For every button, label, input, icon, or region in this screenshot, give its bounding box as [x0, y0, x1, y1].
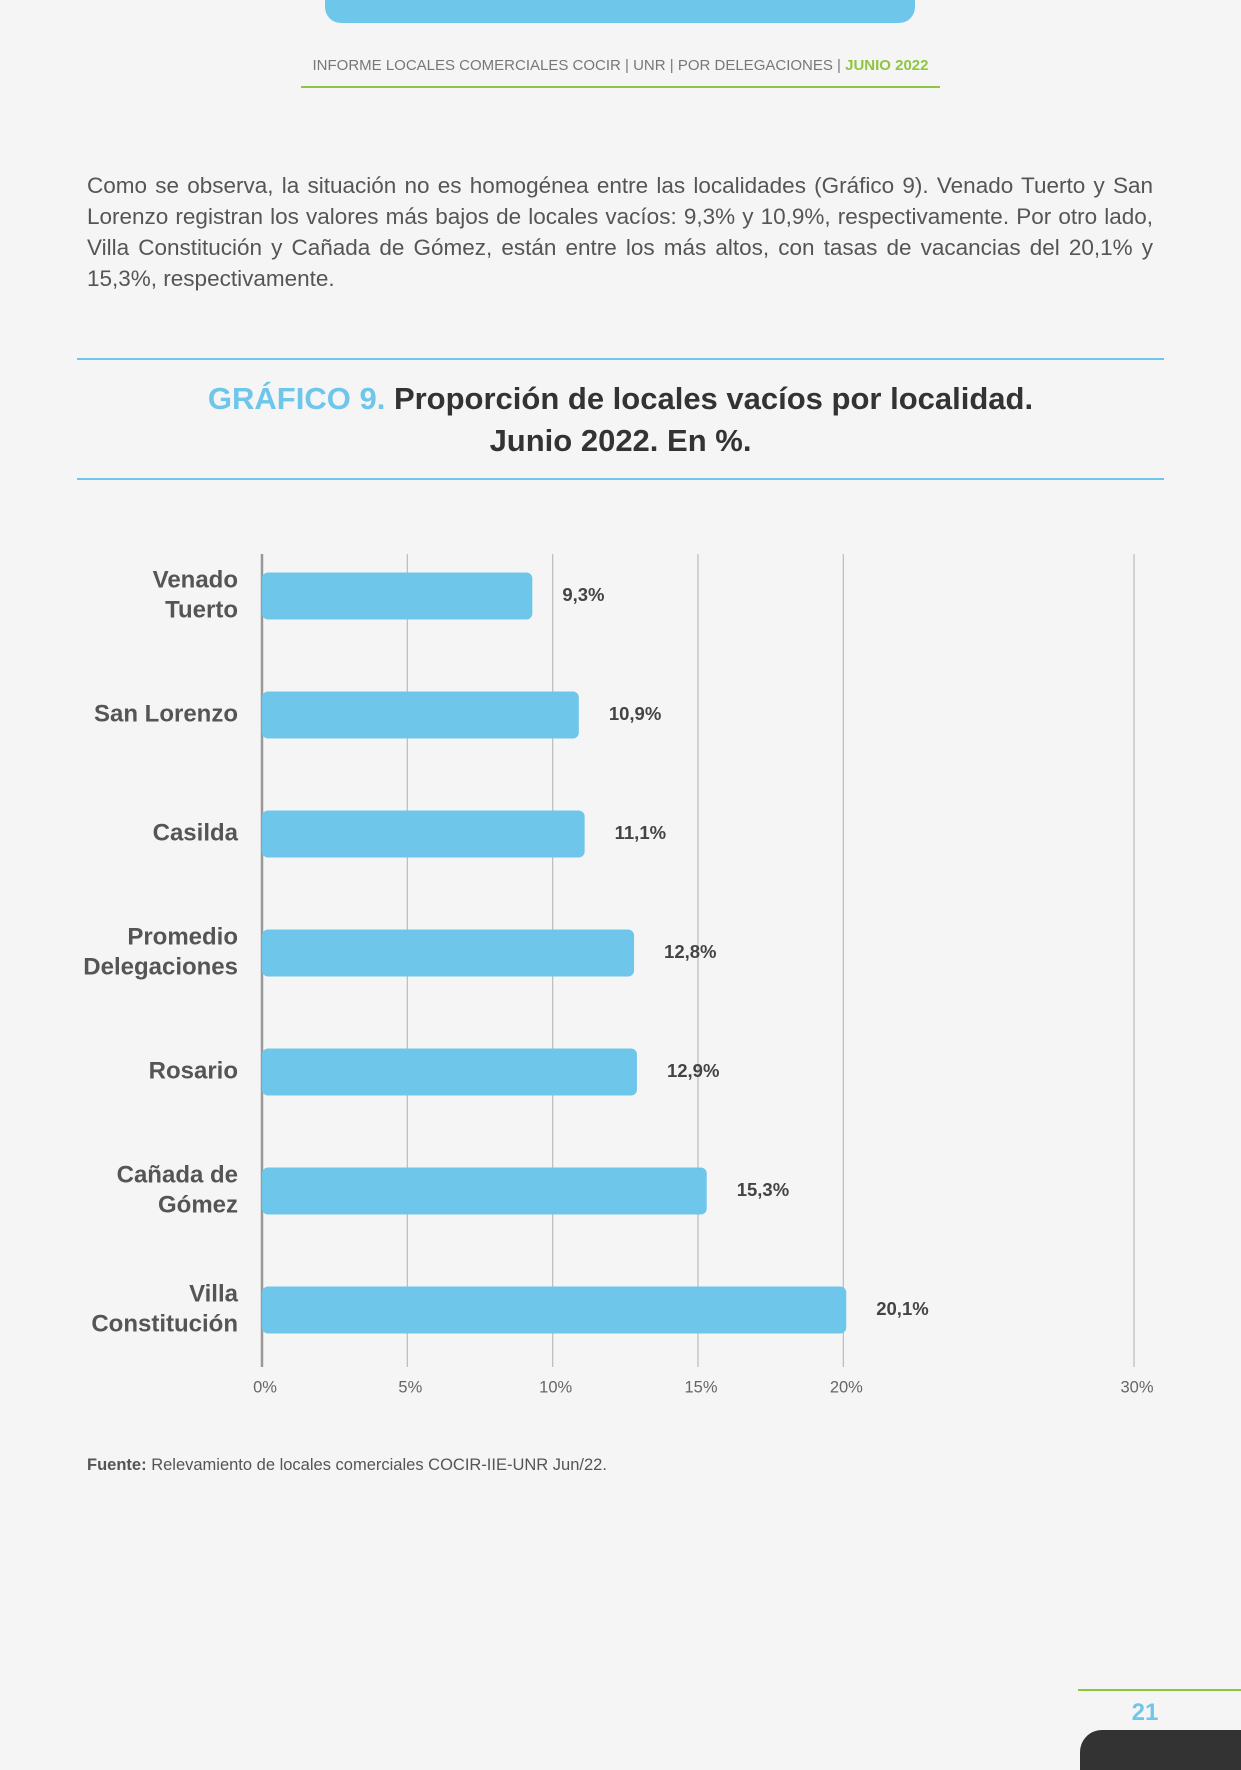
bar — [262, 1167, 707, 1215]
value-label: 12,9% — [667, 1060, 719, 1081]
x-tick-label: 10% — [539, 1378, 572, 1396]
value-label: 11,1% — [615, 822, 666, 843]
top-bar — [325, 0, 915, 23]
bar — [262, 572, 533, 620]
chart: 0% 5% 10% 15% 20% 30% Venado Tuerto 9,3% San Lore… — [83, 554, 1154, 1396]
category-label: Delegaciones — [83, 953, 238, 980]
title-rule — [77, 478, 1164, 480]
category-label: Villa — [189, 1280, 239, 1307]
title-line: Junio 2022. En %. — [489, 423, 752, 458]
title-label: GRÁFICO 9. — [207, 381, 386, 416]
chart-title: GRÁFICO 9. Proporción de locales vacíos … — [0, 378, 1241, 462]
category-label: Venado — [153, 566, 238, 593]
header-text: INFORME LOCALES COMERCIALES COCIR | UNR … — [312, 57, 841, 74]
category-label: Promedio — [127, 923, 238, 950]
source-label: Fuente: — [87, 1456, 147, 1474]
paragraph: Como se observa, la situación no es homo… — [87, 173, 1153, 291]
footer-corner — [1080, 1730, 1241, 1770]
title-line: Proporción de locales vacíos por localid… — [393, 381, 1034, 416]
category-label: Rosario — [149, 1057, 238, 1084]
bar — [262, 1286, 847, 1334]
bar — [262, 1048, 637, 1096]
page-number: 21 — [1131, 1699, 1159, 1726]
value-label: 9,3% — [562, 584, 604, 605]
bar — [262, 929, 635, 977]
category-label: Tuerto — [165, 596, 238, 623]
header-rule — [301, 86, 940, 88]
source-text: Relevamiento de locales comerciales COCI… — [151, 1456, 607, 1474]
x-tick-label: 20% — [830, 1378, 863, 1396]
source: Fuente: Relevamiento de locales comercia… — [87, 1456, 607, 1475]
category-label: Gómez — [158, 1191, 238, 1218]
x-tick-label: 5% — [398, 1378, 422, 1396]
header: INFORME LOCALES COMERCIALES COCIR | UNR … — [0, 57, 1241, 74]
category-label: Constitución — [91, 1310, 238, 1337]
x-tick-label: 30% — [1120, 1378, 1153, 1396]
x-tick-label: 0% — [253, 1378, 277, 1396]
x-tick-label: 15% — [684, 1378, 717, 1396]
footer-rule — [1078, 1689, 1241, 1691]
value-label: 15,3% — [737, 1179, 789, 1200]
category-label: San Lorenzo — [94, 700, 238, 727]
value-label: 12,8% — [664, 941, 716, 962]
value-label: 20,1% — [876, 1298, 928, 1319]
category-label: Cañada de — [117, 1161, 238, 1188]
title-rule — [77, 358, 1164, 360]
category-label: Casilda — [153, 819, 239, 846]
bar — [262, 810, 585, 858]
header-highlight: JUNIO 2022 — [845, 57, 929, 74]
value-label: 10,9% — [609, 703, 661, 724]
bar — [262, 691, 579, 739]
